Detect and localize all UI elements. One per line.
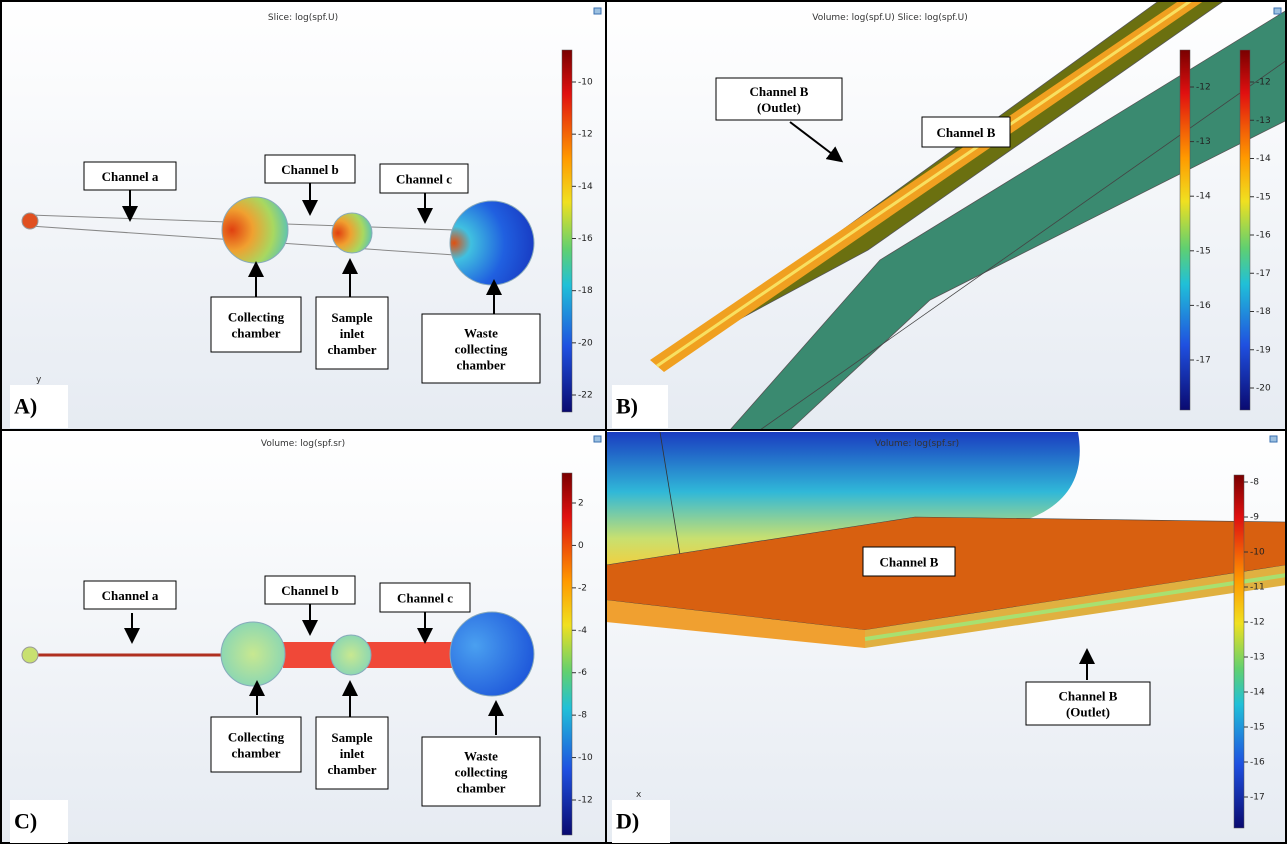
annotation-text: chamber xyxy=(456,781,505,796)
colorbar-tick-label: 0 xyxy=(578,541,584,551)
colorbar-tick-label: -12 xyxy=(1250,618,1265,628)
panel-label: B) xyxy=(616,394,638,419)
annotation-text: Collecting xyxy=(228,310,285,325)
colorbar-tick-label: -12 xyxy=(1256,78,1271,88)
panel-title: Volume: log(spf.U) Slice: log(spf.U) xyxy=(812,13,968,23)
annotation-text: Channel B xyxy=(1059,689,1118,704)
annotation-text: Channel a xyxy=(102,169,159,184)
annotation-text: chamber xyxy=(327,342,376,357)
colorbar-tick-label: -15 xyxy=(1250,723,1265,733)
panel-title: Volume: log(spf.sr) xyxy=(875,439,959,449)
colorbar-tick-label: -15 xyxy=(1196,246,1211,256)
colorbar-tick-label: -17 xyxy=(1250,793,1265,803)
annotation-text: (Outlet) xyxy=(757,100,801,115)
colorbar xyxy=(1180,50,1190,410)
colorbar-tick-label: -8 xyxy=(1250,478,1259,488)
annotation-box xyxy=(211,717,301,772)
colorbar-tick-label: -14 xyxy=(1196,192,1211,202)
colorbar-tick-label: -8 xyxy=(578,711,587,721)
annotation-text: Channel a xyxy=(102,588,159,603)
annotation-text: Channel b xyxy=(281,162,338,177)
annotation-text: Channel c xyxy=(396,172,452,187)
colorbar-tick-label: 2 xyxy=(578,499,584,509)
colorbar-tick-label: -12 xyxy=(1196,83,1211,93)
colorbar-tick-label: -10 xyxy=(578,753,593,763)
annotation-text: Channel c xyxy=(397,591,453,606)
colorbar-tick-label: -14 xyxy=(1256,154,1271,164)
colorbar-tick-label: -17 xyxy=(1256,269,1271,279)
colorbar-tick-label: -16 xyxy=(1196,301,1211,311)
colorbar-tick-label: -22 xyxy=(578,391,593,401)
panel-title: Slice: log(spf.U) xyxy=(268,13,338,23)
panel-label: A) xyxy=(14,394,37,419)
annotation-box xyxy=(211,297,301,352)
colorbar-tick-label: -18 xyxy=(1256,307,1271,317)
annotation-text: Sample xyxy=(331,310,372,325)
colorbar-tick-label: -18 xyxy=(578,286,593,296)
colorbar-tick-label: -17 xyxy=(1196,356,1211,366)
colorbar-tick-label: -15 xyxy=(1256,192,1271,202)
colorbar xyxy=(562,50,572,412)
colorbar-tick-label: -6 xyxy=(578,668,587,678)
annotation-text: Channel B xyxy=(937,125,996,140)
annotation-text: (Outlet) xyxy=(1066,705,1110,720)
annotation-text: Sample xyxy=(331,730,372,745)
colorbar-tick-label: -9 xyxy=(1250,513,1259,523)
colorbar-tick-label: -16 xyxy=(578,234,593,244)
figure: Slice: log(spf.U)y-10-12-14-16-18-20-22C… xyxy=(0,0,1287,844)
colorbar xyxy=(562,473,572,835)
annotation-text: chamber xyxy=(231,746,280,761)
colorbar-tick-label: -12 xyxy=(578,796,593,806)
colorbar-tick-label: -10 xyxy=(578,78,593,88)
colorbar-tick-label: -16 xyxy=(1256,231,1271,241)
colorbar-tick-label: -11 xyxy=(1250,583,1265,593)
annotation-text: Waste xyxy=(464,749,498,764)
colorbar-tick-label: -13 xyxy=(1196,137,1211,147)
annotation-text: collecting xyxy=(455,342,508,357)
annotation-text: Channel B xyxy=(880,555,939,570)
annotation-text: inlet xyxy=(340,326,365,341)
colorbar-tick-label: -14 xyxy=(578,182,593,192)
axis-triad-label: x xyxy=(636,790,642,800)
annotation-text: chamber xyxy=(456,358,505,373)
annotation-text: Channel B xyxy=(750,84,809,99)
annotation-text: Collecting xyxy=(228,730,285,745)
annotation-text: Waste xyxy=(464,326,498,341)
colorbar-tick-label: -16 xyxy=(1250,758,1265,768)
colorbar xyxy=(1234,475,1244,828)
colorbar-tick-label: -13 xyxy=(1256,116,1271,126)
annotation-text: inlet xyxy=(340,746,365,761)
panel-title: Volume: log(spf.sr) xyxy=(261,439,345,449)
colorbar-tick-label: -10 xyxy=(1250,548,1265,558)
colorbar-tick-label: -2 xyxy=(578,583,587,593)
colorbar-tick-label: -14 xyxy=(1250,688,1265,698)
annotation-text: collecting xyxy=(455,765,508,780)
colorbar-tick-label: -19 xyxy=(1256,345,1271,355)
colorbar-tick-label: -20 xyxy=(1256,384,1271,394)
annotation-text: Channel b xyxy=(281,583,338,598)
colorbar-tick-label: -20 xyxy=(578,338,593,348)
colorbar xyxy=(1240,50,1250,410)
colorbar-tick-label: -12 xyxy=(578,130,593,140)
annotation-text: chamber xyxy=(231,326,280,341)
colorbar-tick-label: -13 xyxy=(1250,653,1265,663)
colorbar-tick-label: -4 xyxy=(578,626,587,636)
panel-label: D) xyxy=(616,809,639,834)
axis-triad-label: y xyxy=(36,375,42,385)
annotation-text: chamber xyxy=(327,762,376,777)
panel-label: C) xyxy=(14,809,37,834)
